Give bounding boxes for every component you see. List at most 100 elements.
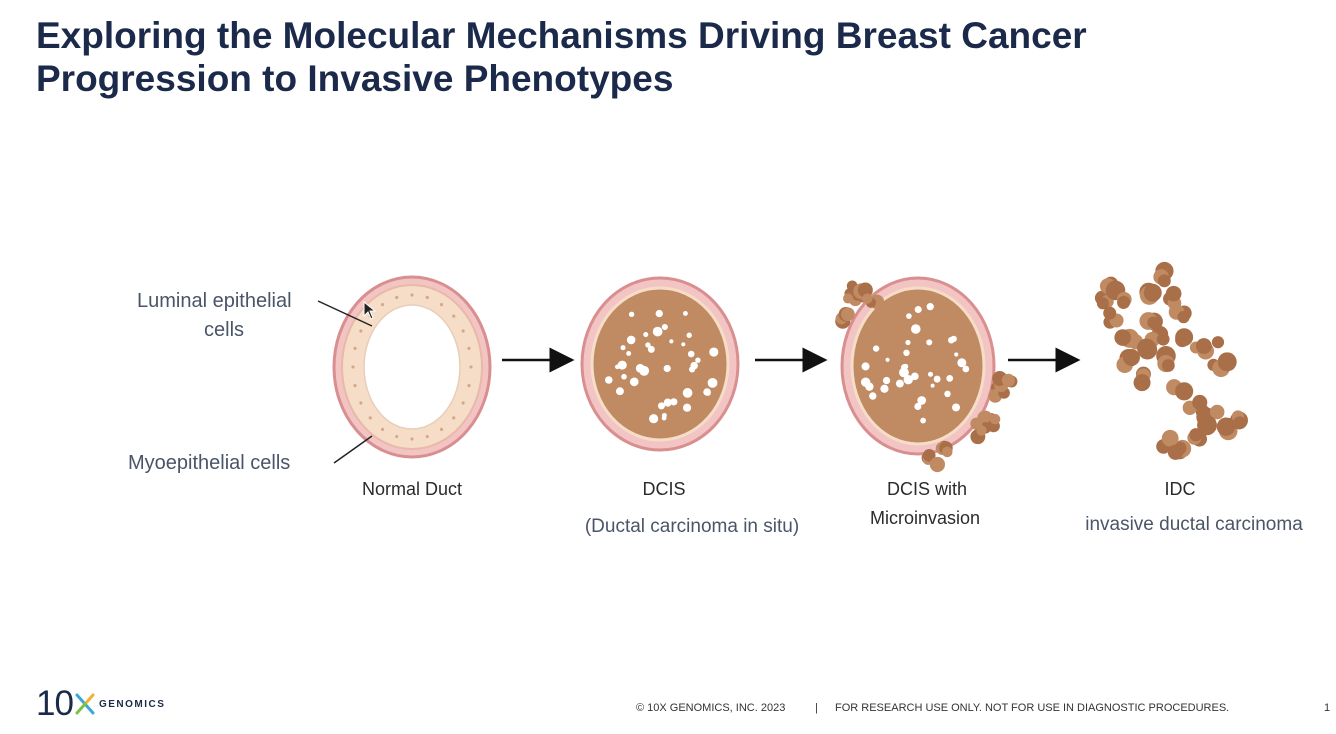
- lumen-gap: [688, 351, 695, 358]
- idc-cell: [1189, 428, 1202, 441]
- lumen-gap: [927, 303, 934, 310]
- idc-cell: [1147, 317, 1159, 329]
- idc-cell: [1158, 274, 1171, 287]
- cell-nucleus-dot: [461, 401, 464, 404]
- lumen-gap: [636, 364, 645, 373]
- invading-cell: [843, 293, 853, 303]
- lumen-gap: [960, 360, 965, 365]
- lumen-gap: [630, 378, 639, 387]
- lumen-gap: [621, 374, 627, 380]
- idc-cell: [1212, 336, 1224, 348]
- idc-cell: [1177, 311, 1189, 323]
- idc-cell: [1144, 284, 1162, 302]
- idc-cell: [1103, 307, 1116, 320]
- lumen-gap: [705, 390, 710, 395]
- lumen-gap: [926, 339, 932, 345]
- cell-nucleus-dot: [410, 437, 413, 440]
- cell-nucleus-dot: [410, 293, 413, 296]
- idc-cell: [1162, 359, 1175, 372]
- lumen-gap: [683, 404, 691, 412]
- invading-cell: [990, 414, 1001, 425]
- footer-disclaimer: FOR RESEARCH USE ONLY. NOT FOR USE IN DI…: [835, 702, 1229, 714]
- lumen-gap: [645, 342, 650, 347]
- cell-nucleus-dot: [351, 365, 354, 368]
- idc-cell: [1137, 339, 1156, 358]
- logo-number: 10: [36, 684, 73, 724]
- lumen-gap: [944, 391, 950, 397]
- stage-dcis-subtitle: (Ductal carcinoma in situ): [585, 516, 799, 538]
- idc-cell: [1233, 416, 1246, 429]
- cell-nucleus-dot: [467, 347, 470, 350]
- company-logo: 10 GENOMICS: [36, 686, 165, 722]
- cell-nucleus-dot: [467, 384, 470, 387]
- footer-separator: |: [815, 702, 818, 714]
- cell-nucleus-dot: [461, 329, 464, 332]
- myoepithelial-label: Myoepithelial cells: [128, 452, 290, 475]
- lumen-gap: [664, 365, 671, 372]
- cell-nucleus-dot: [426, 435, 429, 438]
- lumen-gap: [952, 403, 960, 411]
- cell-nucleus-dot: [426, 296, 429, 299]
- lumen-gap: [653, 327, 663, 337]
- lumen-gap: [869, 392, 876, 399]
- idc-cell: [1157, 333, 1170, 346]
- lumen-gap: [618, 361, 627, 370]
- invading-cell: [930, 457, 945, 472]
- invading-cell: [841, 307, 855, 321]
- cell-nucleus-dot: [440, 428, 443, 431]
- lumen-gap: [862, 362, 870, 370]
- cell-nucleus-dot: [452, 314, 455, 317]
- idc-cell: [1123, 349, 1140, 366]
- lumen-gap: [649, 414, 658, 423]
- lumen-gap: [708, 378, 718, 388]
- idc-cell: [1162, 430, 1179, 447]
- lumen-gap: [934, 376, 941, 383]
- lumen-gap: [616, 387, 624, 395]
- lumen-gap: [709, 347, 718, 356]
- lumen-gap: [621, 345, 626, 350]
- lumen-gap: [626, 351, 631, 356]
- idc-cell: [1218, 352, 1237, 371]
- lumen-gap: [931, 384, 935, 388]
- lumen-gap: [605, 376, 613, 384]
- lumen-gap: [920, 418, 926, 424]
- stage-idc: IDC: [1165, 479, 1196, 500]
- logo-x-icon: [75, 693, 95, 715]
- lumen-gap: [865, 382, 873, 390]
- invading-cell: [942, 447, 953, 458]
- lumen-gap: [911, 373, 919, 381]
- lumen-gap: [911, 324, 921, 334]
- lumen-gap: [906, 313, 912, 319]
- lumen-gap: [946, 375, 953, 382]
- lumen-gap: [683, 311, 688, 316]
- lumen-gap: [885, 358, 889, 362]
- cell-nucleus-dot: [359, 329, 362, 332]
- stage-microinvasion-line1: DCIS with: [887, 479, 967, 500]
- stage-dcis: DCIS: [642, 479, 685, 500]
- cell-nucleus-dot: [469, 365, 472, 368]
- logo-word: GENOMICS: [99, 699, 165, 710]
- idc-cell: [1168, 445, 1183, 460]
- cell-nucleus-dot: [395, 296, 398, 299]
- page-number: 1: [1324, 702, 1330, 714]
- footer-copyright: © 10X GENOMICS, INC. 2023: [636, 702, 785, 714]
- idc-cell: [1175, 382, 1193, 400]
- lumen-gap: [896, 380, 904, 388]
- cell-nucleus-dot: [395, 435, 398, 438]
- lumen-gap: [656, 310, 663, 317]
- cell-nucleus-dot: [369, 416, 372, 419]
- stage-normal-duct: Normal Duct: [362, 479, 462, 500]
- lumen-gap: [683, 388, 693, 398]
- idc-cell: [1196, 338, 1212, 354]
- lumen-gap: [669, 339, 673, 343]
- idc-illustration: [1095, 262, 1248, 460]
- lumen-gap: [873, 345, 879, 351]
- lumen-gap: [664, 399, 672, 407]
- lumen-gap: [627, 336, 636, 345]
- lumen-gap: [883, 377, 890, 384]
- cell-nucleus-dot: [440, 303, 443, 306]
- lumen-gap: [662, 324, 668, 330]
- lumen-gap: [662, 416, 667, 421]
- lumen-gap: [681, 342, 685, 346]
- invading-cell: [976, 425, 986, 435]
